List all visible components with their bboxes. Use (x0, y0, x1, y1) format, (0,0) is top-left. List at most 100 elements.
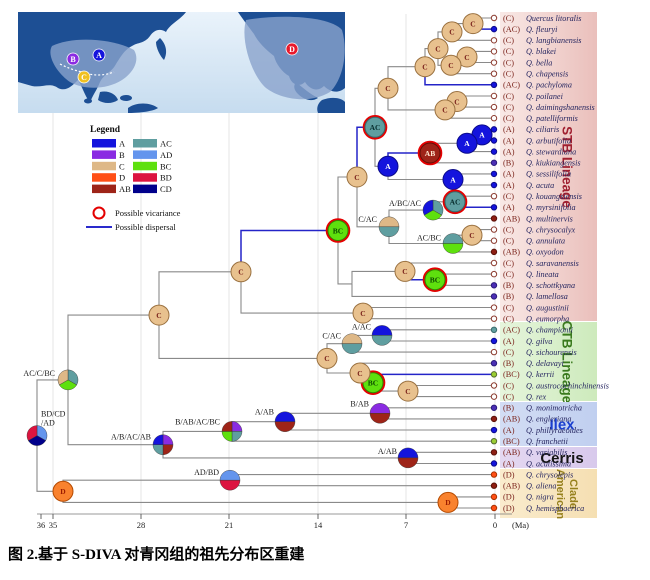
tip-species-name: Q. fleuryi (526, 25, 558, 34)
svg-text:A: A (450, 175, 456, 184)
node-state-label: AD/BD (194, 468, 219, 477)
axis-tick-label: 36 (37, 520, 46, 530)
tip-species-name: Q. stewardiana (526, 147, 576, 156)
tip-area-code: (C) (503, 103, 514, 112)
tip-area-code: (C) (503, 192, 514, 201)
svg-text:Possible dispersal: Possible dispersal (115, 222, 176, 232)
tip-row: (C) Q. saravanensis (490, 259, 579, 268)
tip-area-code: (C) (503, 36, 514, 45)
svg-text:AC: AC (450, 198, 461, 207)
tip-row: (B) Q. monimotricha (490, 404, 582, 413)
band-ilex: Ilex (500, 402, 597, 446)
tip-area-code: (C) (503, 314, 514, 323)
band-stb-lineage: STB Lineage (500, 12, 597, 321)
tip-species-name: Q. gilva (526, 337, 552, 346)
tip-row: (AB) Q. oxyodon (490, 248, 564, 257)
svg-text:BC: BC (368, 379, 378, 388)
tip-species-name: Q. sichourensis (526, 348, 577, 357)
legend-item-CD: CD (133, 184, 172, 194)
tip-area-code: (A) (503, 203, 515, 212)
tip-area-code: (AB) (503, 214, 520, 223)
tip-row: (B) Q. kiukiangensis (490, 159, 581, 168)
node-state-label: C/AC (358, 215, 377, 224)
tip-area-code: (B) (503, 359, 514, 368)
node-state-label: A/AC (352, 322, 371, 331)
axis-tick-label: 7 (404, 520, 408, 530)
legend-item-A: A (92, 139, 126, 149)
svg-text:CTB Lineage: CTB Lineage (559, 321, 574, 404)
ancestral-node-C: C (414, 56, 436, 78)
tip-row: (C) Q. annulata (490, 237, 565, 246)
tip-species-name: Q. rex (526, 392, 547, 401)
svg-text:A: A (464, 139, 470, 148)
tip-row: (BC) Q. kerrii (490, 370, 555, 379)
tip-species-name: Q. oxyodon (526, 248, 564, 257)
svg-text:D: D (445, 498, 451, 507)
ancestral-node-C: C (397, 380, 419, 402)
svg-text:AC: AC (370, 123, 381, 132)
legend-item-AC: AC (133, 139, 172, 149)
tip-row: (B) Q. schottkyana (490, 281, 575, 290)
tip-species-name: Q. acuta (526, 181, 554, 190)
svg-text:C: C (442, 106, 447, 115)
svg-text:D: D (60, 487, 66, 496)
ancestral-node-C: C (462, 13, 484, 35)
legend-item-C: C (92, 161, 125, 171)
band-american-clade: American Clade (500, 469, 597, 519)
map-marker-A: A (92, 48, 106, 62)
tip-species-name: Q. blakei (526, 47, 557, 56)
ancestral-pie-node (274, 411, 296, 432)
ancestral-node-C: C (434, 99, 456, 121)
ancestral-node-C: C (427, 38, 449, 60)
tip-area-code: (D) (503, 493, 515, 502)
tip-area-code: (B) (503, 404, 514, 413)
legend-item-AD: AD (133, 150, 172, 160)
tip-species-name: Q. kiukiangensis (526, 159, 581, 168)
tip-row: (C) Q. kouangsiensis (490, 192, 582, 201)
svg-text:C: C (470, 19, 475, 28)
tip-row: (C) Q. chrysocalyx (490, 225, 575, 234)
tip-area-code: (C) (503, 225, 514, 234)
tip-row: (AB) Q. variabilis (490, 448, 567, 457)
node-state-label: A/AB (255, 408, 274, 417)
svg-text:B: B (70, 55, 76, 64)
node-state-label: B/AB (350, 399, 369, 408)
tip-row: (C) Q. chapensis (490, 69, 568, 78)
tip-area-code: (C) (503, 92, 514, 101)
tip-row: (AC) Q. championii (490, 326, 574, 335)
tip-area-code: (B) (503, 292, 514, 301)
map-marker-C: C (77, 70, 91, 84)
tip-species-name: Q. sessilifolia (526, 170, 571, 179)
tip-species-name: Quercus litoralis (526, 14, 581, 23)
ancestral-node-AC: AC (442, 189, 468, 215)
node-state-label: A/AB (378, 447, 397, 456)
band-cerris: Cerris (500, 447, 597, 468)
tip-area-code: (AB) (503, 415, 520, 424)
tip-species-name: Q. langbianensis (526, 36, 582, 45)
tip-row: (A) Q. ciliaris (490, 125, 559, 134)
svg-text:A: A (96, 51, 102, 60)
tip-row: (AC) Q. pachyloma (490, 81, 572, 90)
tip-species-name: Q. engleriana (526, 415, 571, 424)
tip-area-code: (C) (503, 381, 514, 390)
tip-row: (C) Q. sichourensis (490, 348, 577, 357)
svg-text:C: C (402, 267, 407, 276)
tip-species-name: Q. aliena (526, 482, 556, 491)
tip-species-name: Q. kouangsiensis (526, 192, 582, 201)
tip-area-code: (AB) (503, 448, 520, 457)
ancestral-pie-node (371, 325, 393, 346)
svg-text:Cerris: Cerris (540, 450, 583, 467)
svg-text:C: C (464, 53, 469, 62)
tip-species-name: Q. saravanensis (526, 259, 579, 268)
ancestral-node-C: C (148, 304, 170, 326)
svg-text:Clade: Clade (567, 479, 579, 509)
tip-area-code: (AC) (503, 25, 520, 34)
tip-species-name: Q. pachyloma (526, 81, 572, 90)
tip-row: (B) Q. delavayi (490, 359, 564, 368)
tip-area-code: (A) (503, 170, 515, 179)
tip-area-code: (C) (503, 69, 514, 78)
svg-text:BC: BC (430, 276, 440, 285)
tip-row: (B) Q. lamellosa (490, 292, 568, 301)
